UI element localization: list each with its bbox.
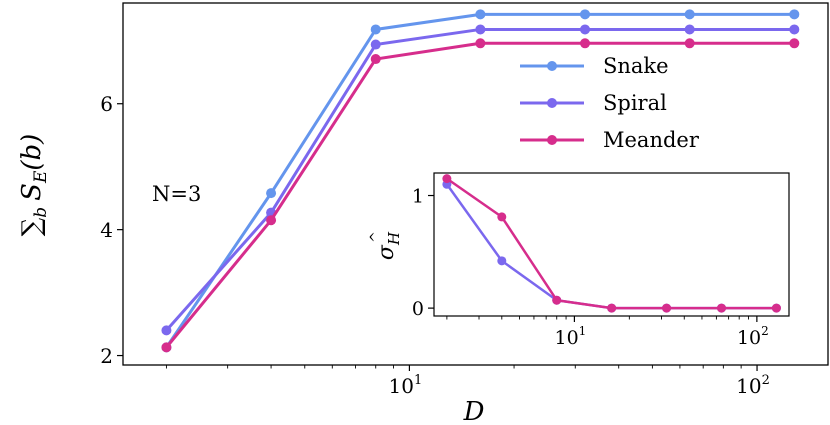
inset-x-tick-base: 10	[737, 327, 761, 349]
main-point-snake	[580, 9, 591, 20]
inset-point-meander	[442, 174, 452, 184]
legend-marker-meander	[547, 135, 557, 145]
inset-point-meander	[497, 212, 507, 222]
main-series	[161, 9, 800, 353]
main-y-tick-label: 2	[100, 344, 113, 368]
y-label-sum: ∑	[17, 217, 47, 236]
main-x-tick-base: 10	[389, 374, 414, 398]
legend-label-snake: Snake	[603, 54, 669, 78]
inset-y-label-hat: ^	[368, 231, 384, 243]
inset-y-tick-label: 0	[412, 298, 424, 320]
inset-x-tick-exp: 1	[579, 324, 587, 338]
legend-label-meander: Meander	[603, 128, 700, 152]
main-point-snake	[370, 24, 381, 35]
main-point-spiral	[370, 39, 381, 50]
legend-label-spiral: Spiral	[603, 91, 667, 115]
main-point-snake	[789, 9, 800, 20]
main-x-tick-base: 10	[736, 374, 761, 398]
main-x-tick-label: 101	[389, 373, 423, 398]
main-point-spiral	[684, 24, 695, 35]
main-x-axis-label: D	[463, 397, 485, 425]
inset-x-tick-label: 101	[554, 324, 586, 349]
legend: Snake Spiral Meander	[520, 54, 700, 152]
main-x-tick-exp: 1	[414, 373, 422, 388]
inset-point-spiral	[497, 256, 507, 266]
inset-point-meander	[552, 295, 562, 305]
main-point-meander	[161, 342, 172, 353]
y-label-arg: (b)	[17, 134, 47, 171]
main-point-snake	[684, 9, 695, 20]
inset-point-meander	[771, 303, 781, 313]
main-point-meander	[789, 38, 800, 49]
inset-x-tick-exp: 2	[761, 324, 769, 338]
inset-y-axis-label: σH	[374, 231, 403, 260]
legend-marker-spiral	[547, 98, 557, 108]
main-point-spiral	[789, 24, 800, 35]
main-point-snake	[266, 188, 277, 199]
main-point-meander	[370, 54, 381, 65]
n-annotation: N=3	[152, 182, 201, 206]
main-point-meander	[475, 38, 486, 49]
main-point-spiral	[580, 24, 591, 35]
y-label-sum-sub: b	[31, 207, 51, 218]
inset-series	[442, 174, 781, 313]
main-point-meander	[684, 38, 695, 49]
inset-y-label-sub: H	[385, 231, 403, 246]
y-label-func: S	[17, 183, 47, 201]
main-y-tick-label: 4	[100, 218, 113, 242]
main-point-meander	[580, 38, 591, 49]
inset-y-label-sym: σ	[374, 244, 399, 260]
inset-x-tick-base: 10	[554, 327, 578, 349]
inset-plot-area	[433, 172, 790, 317]
inset-x-tick-label: 102	[737, 324, 769, 349]
main-y-axis-label: ∑bSE(b)	[17, 134, 51, 237]
main-x-tick-label: 102	[736, 373, 770, 398]
main-point-spiral	[475, 24, 486, 35]
main-point-spiral	[161, 325, 172, 336]
inset-point-meander	[607, 303, 617, 313]
main-point-meander	[266, 215, 277, 226]
legend-marker-snake	[547, 61, 557, 71]
main-y-tick-label: 6	[100, 92, 113, 116]
inset-point-meander	[717, 303, 727, 313]
y-label-func-sub: E	[31, 170, 51, 184]
main-point-snake	[475, 9, 486, 20]
main-x-tick-exp: 2	[762, 373, 770, 388]
inset-y-tick-label: 1	[412, 185, 424, 207]
inset-point-meander	[662, 303, 672, 313]
